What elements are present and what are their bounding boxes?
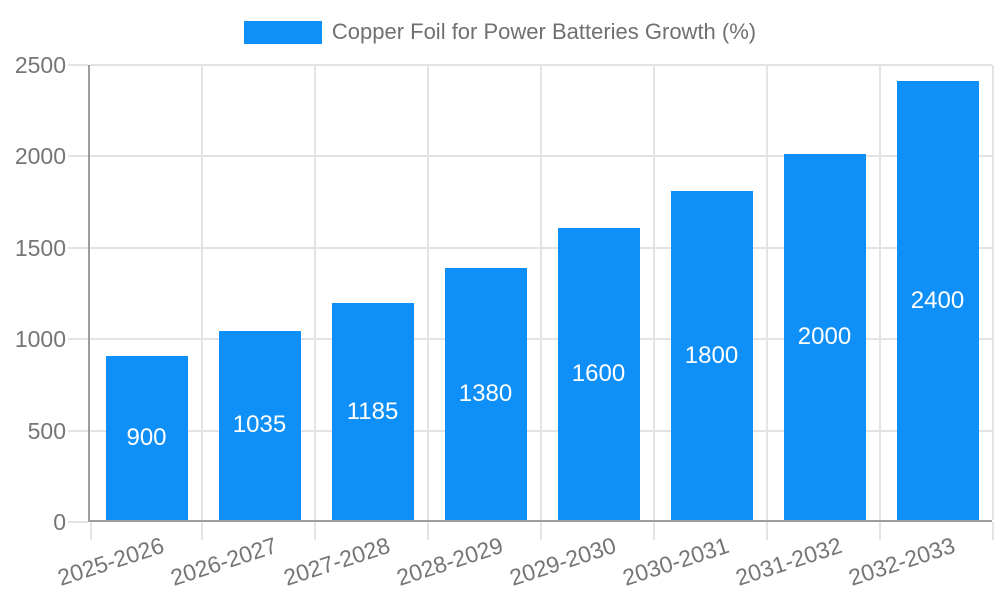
- bar-value-label: 1185: [346, 397, 399, 425]
- v-gridline: [879, 65, 881, 520]
- v-gridline: [201, 65, 203, 520]
- bar-value-label: 1800: [684, 341, 739, 369]
- v-gridline: [766, 65, 768, 520]
- y-axis-tick: [68, 521, 88, 523]
- y-axis-label: 2000: [14, 143, 66, 170]
- y-axis-label: 0: [53, 509, 66, 535]
- bar-value-label: 2000: [797, 323, 852, 351]
- y-axis-label: 2500: [14, 52, 66, 78]
- v-gridline: [653, 65, 655, 520]
- x-axis-tick: [540, 522, 542, 540]
- bar[interactable]: 1185: [331, 303, 414, 520]
- v-gridline: [540, 65, 542, 520]
- x-axis-tick: [201, 522, 203, 540]
- y-axis-tick: [68, 338, 88, 341]
- legend[interactable]: Copper Foil for Power Batteries Growth (…: [0, 16, 1000, 48]
- x-axis-tick: [992, 522, 994, 540]
- x-axis-label: 2028-2029: [392, 532, 506, 591]
- y-axis-label: 1000: [14, 326, 66, 353]
- legend-label: Copper Foil for Power Batteries Growth (…: [331, 19, 757, 44]
- x-axis-label: 2029-2030: [505, 532, 619, 591]
- x-axis-label: 2025-2026: [53, 532, 167, 591]
- bar[interactable]: 900: [105, 355, 188, 520]
- x-axis-label: 2030-2031: [618, 532, 732, 591]
- v-gridline: [427, 65, 429, 520]
- y-axis-tick: [68, 64, 88, 66]
- legend-swatch: [243, 20, 322, 44]
- bar[interactable]: 2000: [783, 154, 866, 520]
- bar[interactable]: 1380: [444, 267, 527, 520]
- x-axis-tick: [879, 522, 881, 540]
- x-axis-tick: [314, 522, 316, 540]
- y-axis-tick: [68, 429, 88, 432]
- bar[interactable]: 1600: [557, 227, 640, 520]
- plot-area: 0 500 1000 1500 2000 2500 2025-2026 2026-2027 20…: [15, 52, 994, 591]
- bar[interactable]: 1035: [218, 330, 301, 520]
- bar[interactable]: 1800: [670, 191, 753, 520]
- bar-value-label: 1035: [232, 411, 287, 439]
- v-gridline: [314, 65, 316, 520]
- v-gridline: [992, 65, 994, 520]
- bar-value-label: 900: [126, 423, 167, 451]
- x-axis-label: 2031-2032: [731, 532, 845, 591]
- y-axis-label: 1500: [14, 234, 66, 261]
- x-axis-label: 2032-2033: [844, 532, 958, 591]
- x-axis-label: 2026-2027: [166, 532, 280, 591]
- bar-value-label: 1380: [458, 379, 513, 407]
- x-axis-tick: [766, 522, 768, 540]
- bar-value-label: 2400: [910, 286, 965, 314]
- x-axis-tick: [653, 522, 655, 540]
- x-axis-tick: [427, 522, 429, 540]
- bar-value-label: 1600: [571, 359, 626, 387]
- x-axis-label: 2027-2028: [279, 532, 393, 591]
- y-axis-label: 500: [27, 417, 66, 444]
- y-axis-tick: [68, 246, 88, 249]
- y-axis-tick: [68, 155, 88, 158]
- x-axis-tick: [90, 522, 92, 540]
- bar[interactable]: 2400: [896, 81, 979, 520]
